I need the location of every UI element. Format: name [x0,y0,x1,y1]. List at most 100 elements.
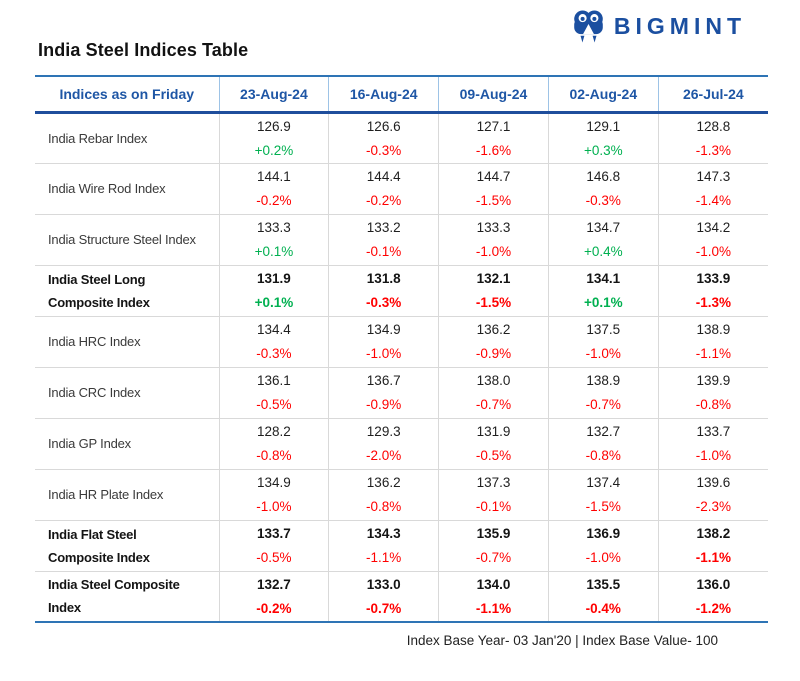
index-value-cell: 126.9 +0.2% [218,112,329,163]
index-value: 133.9 [696,271,731,286]
wow-change: -0.8% [695,397,731,412]
index-value: 132.7 [257,576,291,592]
wow-change: -1.3% [695,142,731,158]
wow-change: -0.9% [366,397,402,412]
index-value: 131.9 [257,271,291,286]
row-label-line: India Flat Steel [48,526,137,542]
table-row: India HR Plate Index 134.9 -1.0% 136.2 -0.8%… [35,469,768,520]
wow-change: -1.1% [695,346,731,361]
table-row: India Structure Steel Index 133.3 +0.1% 133… [35,214,768,265]
index-value: 136.0 [696,576,731,592]
index-value: 144.7 [476,169,511,184]
row-label-line: India HRC Index [48,334,141,349]
wow-change: -0.7% [475,397,512,412]
wow-change: -0.7% [366,600,402,616]
index-value-cell: 131.9 +0.1% [218,265,329,316]
index-value-cell: 134.4 -0.3% [218,316,329,367]
index-value-cell: 136.2 -0.9% [438,316,549,367]
index-value: 139.6 [696,475,731,490]
wow-change: -0.8% [585,448,621,463]
row-label-line: India GP Index [48,436,131,451]
wow-change: -1.4% [695,193,731,208]
column-header-date: 23-Aug-24 [218,76,329,112]
row-label-line: Index [48,600,81,616]
index-value-cell: 146.8 -0.3% [547,163,659,214]
index-value: 129.3 [366,424,401,439]
bigmint-logo: BIGMINT [570,8,746,45]
index-value-cell: 128.8 -1.3% [657,112,768,163]
row-label: India GP Index [35,418,219,469]
wow-change: -1.0% [256,499,292,514]
row-label: India Steel Long Composite Index [35,265,219,316]
index-value: 136.2 [366,475,401,490]
wow-change: -1.5% [585,499,621,514]
index-value-cell: 129.3 -2.0% [328,418,439,469]
index-value: 133.3 [257,220,291,235]
wow-change: -0.3% [256,346,292,361]
wow-change: -1.3% [695,295,731,310]
index-base-note: Index Base Year- 03 Jan'20 | Index Base … [406,633,718,648]
index-value: 133.2 [366,220,401,235]
index-value-cell: 136.0 -1.2% [657,571,768,622]
column-header-date: 02-Aug-24 [547,76,659,112]
row-label-line: India CRC Index [48,385,141,400]
row-label: India HR Plate Index [35,469,219,520]
index-value-cell: 134.9 -1.0% [328,316,439,367]
row-label: India CRC Index [35,367,219,418]
index-value: 134.1 [586,271,621,286]
table-header-row: Indices as on Friday 23-Aug-24 16-Aug-24 09… [35,76,768,112]
index-value: 129.1 [586,118,621,134]
index-value: 147.3 [696,169,731,184]
index-value: 134.2 [696,220,731,235]
index-value-cell: 134.3 -1.1% [328,520,439,571]
index-value: 133.7 [696,424,731,439]
index-value-cell: 132.7 -0.8% [547,418,659,469]
column-header-indices: Indices as on Friday [59,85,195,102]
row-label-line: India HR Plate Index [48,487,164,502]
index-value-cell: 127.1 -1.6% [438,112,549,163]
index-value: 144.1 [257,169,291,184]
wow-change: -0.1% [475,499,512,514]
wow-change: -0.3% [366,295,402,310]
wow-change: -1.5% [475,295,512,310]
table-row: India HRC Index 134.4 -0.3% 134.9 -1.0% 136.2… [35,316,768,367]
wow-change: -0.2% [366,193,402,208]
row-label-line: Composite Index [48,549,150,565]
index-value-cell: 131.8 -0.3% [328,265,439,316]
wow-change: -1.0% [475,244,512,259]
table-head: Indices as on Friday 23-Aug-24 16-Aug-24 09… [35,76,768,112]
index-value-cell: 128.2 -0.8% [218,418,329,469]
index-value-cell: 135.9 -0.7% [438,520,549,571]
index-value: 134.4 [257,322,291,337]
index-value-cell: 138.2 -1.1% [657,520,768,571]
wow-change: -1.0% [366,346,402,361]
index-value: 133.7 [257,526,291,541]
wow-change: -1.2% [695,600,731,616]
index-value-cell: 133.0 -0.7% [328,571,439,622]
index-value-cell: 134.2 -1.0% [657,214,768,265]
row-label-line: India Rebar Index [48,130,148,146]
index-value-cell: 126.6 -0.3% [328,112,439,163]
wow-change: -0.5% [256,397,292,412]
row-label-line: India Structure Steel Index [48,232,196,247]
index-value: 134.9 [257,475,291,490]
table-row: India Steel Long Composite Index 131.9 +0.1… [35,265,768,316]
index-value-cell: 138.9 -0.7% [547,367,659,418]
wow-change: -2.3% [695,499,731,514]
index-value: 137.4 [586,475,621,490]
wow-change: -0.1% [366,244,402,259]
index-value: 136.1 [257,373,291,388]
index-value: 144.4 [366,169,401,184]
wow-change: -0.8% [256,448,292,463]
index-value-cell: 134.0 -1.1% [438,571,549,622]
wow-change: +0.1% [254,295,294,310]
index-value-cell: 138.0 -0.7% [438,367,549,418]
row-label-line: India Steel Composite [48,577,180,593]
bigmint-mascot-icon [570,8,607,45]
wow-change: -0.5% [256,550,292,565]
row-label-line: India Wire Rod Index [48,181,166,196]
index-value: 126.6 [366,118,401,134]
row-label-line: India Steel Long [48,271,146,287]
index-value-cell: 129.1 +0.3% [547,112,659,163]
index-value: 138.9 [696,322,731,337]
